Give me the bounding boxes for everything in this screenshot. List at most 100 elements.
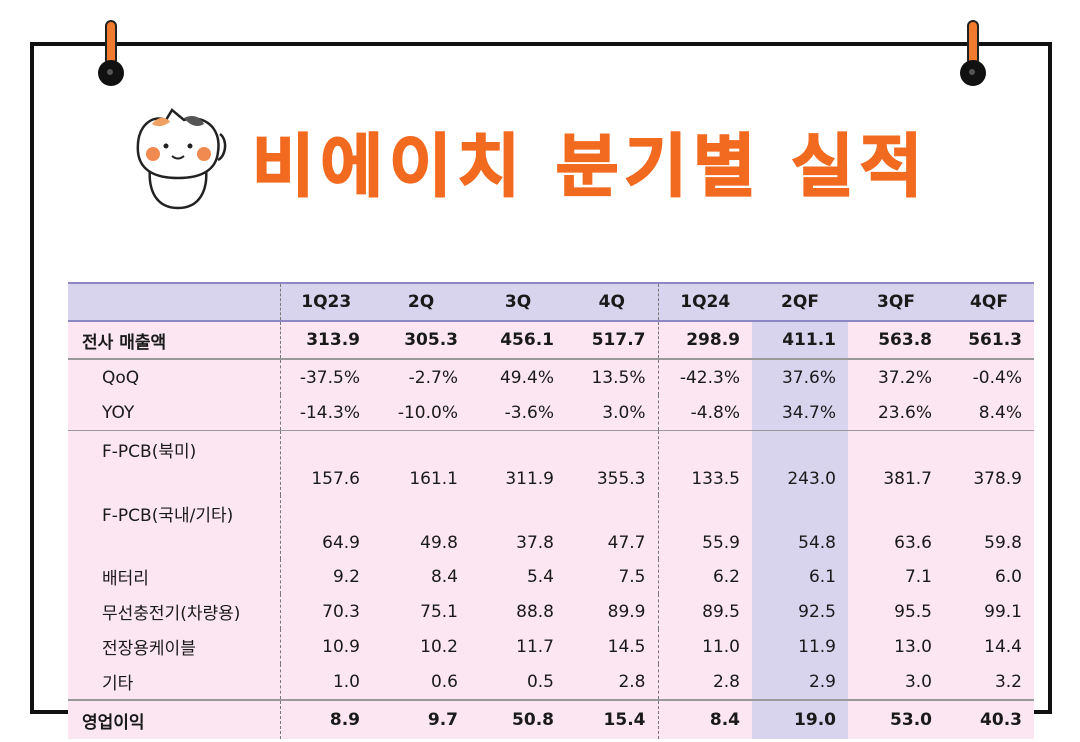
- table-row: QoQ -37.5% -2.7% 49.4% 13.5% -42.3% 37.6% 37.2%…: [68, 359, 1034, 395]
- table-cell: 378.9: [944, 430, 1034, 495]
- table-cell: 92.5: [752, 594, 848, 629]
- table-cell: 0.6: [372, 664, 470, 701]
- header-cell: 1Q24: [658, 282, 752, 322]
- table-cell: 243.0: [752, 430, 848, 495]
- table-cell: 11.0: [658, 629, 752, 664]
- table-cell: 49.4%: [470, 359, 566, 395]
- table-cell: -0.4%: [944, 359, 1034, 395]
- table-row: 무선충전기(차량용) 70.3 75.1 88.8 89.9 89.5 92.5 95.5 99…: [68, 594, 1034, 629]
- table-cell: 8.4: [658, 699, 752, 739]
- header-cell: 1Q23: [280, 282, 372, 322]
- table-cell: 2.8: [566, 664, 659, 701]
- table-cell: -14.3%: [280, 395, 372, 431]
- header-cell: 3Q: [470, 282, 566, 322]
- table-cell: 305.3: [372, 321, 470, 360]
- table-cell: 8.4%: [944, 395, 1034, 431]
- table-cell: 8.4: [372, 559, 470, 594]
- table-cell: 95.5: [848, 594, 944, 629]
- table-cell: 311.9: [470, 430, 566, 495]
- table-cell: 70.3: [280, 594, 372, 629]
- table-cell: 7.5: [566, 559, 659, 594]
- table-cell: 9.2: [280, 559, 372, 594]
- table-cell: 47.7: [566, 495, 659, 559]
- row-label: F-PCB(북미): [68, 430, 281, 495]
- table-cell: 37.8: [470, 495, 566, 559]
- table-row: 영업이익 8.9 9.7 50.8 15.4 8.4 19.0 53.0 40.3: [68, 699, 1034, 739]
- table-row: F-PCB(북미) 157.6 161.1 311.9 355.3 133.5 243.0 3…: [68, 430, 1034, 495]
- table-cell: 411.1: [752, 321, 848, 360]
- table-cell: 40.3: [944, 699, 1034, 739]
- table-cell: 11.7: [470, 629, 566, 664]
- table-cell: 50.8: [470, 699, 566, 739]
- table-cell: 561.3: [944, 321, 1034, 360]
- table-cell: 54.8: [752, 495, 848, 559]
- table-cell: 89.9: [566, 594, 659, 629]
- table-cell: 7.1: [848, 559, 944, 594]
- table-cell: 2.8: [658, 664, 752, 701]
- table-cell: 0.5: [470, 664, 566, 701]
- table-cell: 15.4: [566, 699, 659, 739]
- table-cell: -2.7%: [372, 359, 470, 395]
- table-cell: 13.0: [848, 629, 944, 664]
- table-cell: 37.2%: [848, 359, 944, 395]
- table-cell: 157.6: [280, 430, 372, 495]
- table-cell: 1.0: [280, 664, 372, 701]
- table-cell: 9.7: [372, 699, 470, 739]
- table-cell: 14.5: [566, 629, 659, 664]
- table-cell: -10.0%: [372, 395, 470, 431]
- table-cell: 298.9: [658, 321, 752, 360]
- table-cell: 64.9: [280, 495, 372, 559]
- table-cell: 161.1: [372, 430, 470, 495]
- row-label: YOY: [68, 395, 281, 431]
- table-cell: -42.3%: [658, 359, 752, 395]
- table-cell: 11.9: [752, 629, 848, 664]
- table-cell: 3.0%: [566, 395, 659, 431]
- table-cell: -3.6%: [470, 395, 566, 431]
- table-cell: 381.7: [848, 430, 944, 495]
- table-cell: 14.4: [944, 629, 1034, 664]
- table-cell: 13.5%: [566, 359, 659, 395]
- row-label: 영업이익: [68, 699, 281, 739]
- table-cell: 563.8: [848, 321, 944, 360]
- quarterly-results-table: 1Q23 2Q 3Q 4Q 1Q24 2QF 3QF 4QF 전사 매출액 313…: [68, 282, 1034, 739]
- table-cell: 3.2: [944, 664, 1034, 701]
- table-cell: 63.6: [848, 495, 944, 559]
- table-cell: 34.7%: [752, 395, 848, 431]
- table-cell: 313.9: [280, 321, 372, 360]
- row-label: QoQ: [68, 359, 281, 395]
- header-cell: 4QF: [944, 282, 1034, 322]
- table-cell: 3.0: [848, 664, 944, 701]
- table-cell: 37.6%: [752, 359, 848, 395]
- table-cell: 99.1: [944, 594, 1034, 629]
- table-cell: -4.8%: [658, 395, 752, 431]
- header-cell: 2QF: [752, 282, 848, 322]
- table-cell: 456.1: [470, 321, 566, 360]
- table-cell: 6.1: [752, 559, 848, 594]
- table-header-row: 1Q23 2Q 3Q 4Q 1Q24 2QF 3QF 4QF: [68, 282, 1034, 322]
- table-cell: 5.4: [470, 559, 566, 594]
- cat-mascot-icon: [136, 108, 227, 210]
- table-cell: 6.2: [658, 559, 752, 594]
- row-label: 무선충전기(차량용): [68, 594, 281, 629]
- table-cell: -37.5%: [280, 359, 372, 395]
- row-label: 전사 매출액: [68, 321, 281, 360]
- header-cell: 3QF: [848, 282, 944, 322]
- table-row: 배터리 9.2 8.4 5.4 7.5 6.2 6.1 7.1 6.0: [68, 559, 1034, 594]
- table-cell: 10.9: [280, 629, 372, 664]
- table-cell: 19.0: [752, 699, 848, 739]
- table-row: 전사 매출액 313.9 305.3 456.1 517.7 298.9 411.1 563.…: [68, 321, 1034, 360]
- table-cell: 2.9: [752, 664, 848, 701]
- table-cell: 10.2: [372, 629, 470, 664]
- header-cell: 4Q: [566, 282, 659, 322]
- table-cell: 49.8: [372, 495, 470, 559]
- row-label: F-PCB(국내/기타): [68, 495, 281, 559]
- table-cell: 517.7: [566, 321, 659, 360]
- pin-left-icon: [96, 20, 126, 86]
- table-cell: 53.0: [848, 699, 944, 739]
- table-row: 기타 1.0 0.6 0.5 2.8 2.8 2.9 3.0 3.2: [68, 664, 1034, 701]
- page-title: 비에이치 분기별 실적: [251, 127, 929, 208]
- table-cell: 88.8: [470, 594, 566, 629]
- row-label: 기타: [68, 664, 281, 701]
- header-cell: [68, 282, 281, 322]
- row-label: 전장용케이블: [68, 629, 281, 664]
